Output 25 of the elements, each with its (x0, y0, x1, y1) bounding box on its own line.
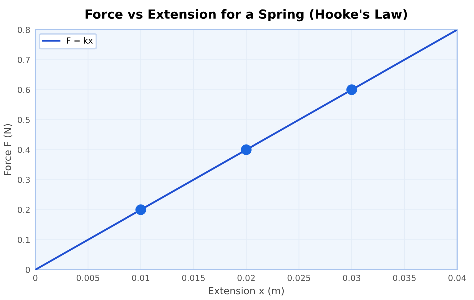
y-tick-label: 0.7 (18, 56, 30, 64)
x-tick-label: 0.025 (288, 275, 310, 282)
point (136, 204, 146, 216)
y-tick-label: 0.2 (18, 206, 30, 214)
x-tick-label: 0.005 (76, 275, 100, 282)
x-tick-label: 0.01 (132, 275, 150, 282)
y-tick-label: 0.8 (18, 26, 30, 34)
x-tick-label: 0 (33, 275, 38, 282)
x-tick-label: 0.02 (238, 275, 255, 282)
point (241, 144, 252, 156)
x-tick-label: 0.015 (182, 275, 205, 282)
point (346, 84, 358, 96)
y-tick-label: 0.3 (18, 176, 30, 184)
chart-title: Force vs Extension for a Spring (Hooke's Law) (86, 9, 408, 22)
y-tick-label: 0.6 (18, 86, 30, 94)
x-axis-title: Extension x (m) (209, 287, 284, 296)
x-tick-label: 0.04 (448, 275, 466, 282)
y-tick-label: 0.4 (18, 146, 30, 154)
legend-label: F = kx (67, 38, 93, 44)
y-axis-title: Force F (N) (4, 124, 13, 176)
y-tick-label: 0 (26, 266, 30, 274)
y-tick-label: 0.1 (18, 236, 30, 244)
y-tick-label: 0.5 (18, 116, 30, 124)
x-tick-label: 0.03 (343, 275, 361, 282)
x-tick-label: 0.035 (393, 275, 416, 282)
